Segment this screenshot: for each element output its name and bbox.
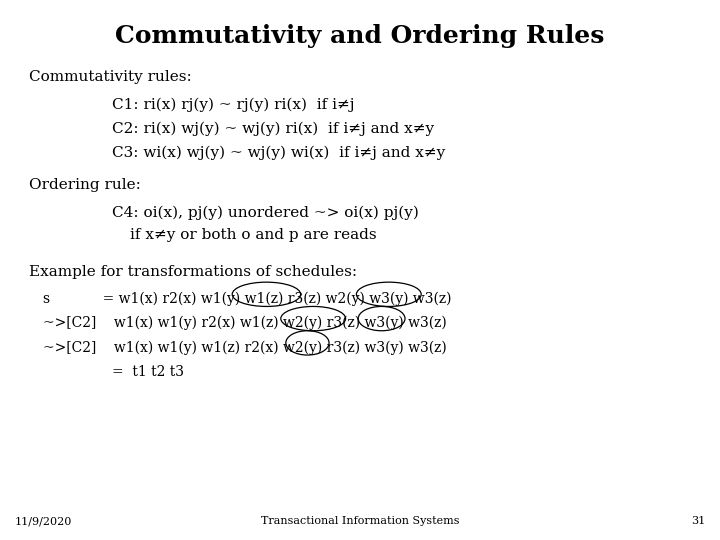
Text: s            = w1(x) r2(x) w1(y) w1(z) r3(z) w2(y) w3(y) w3(z): s = w1(x) r2(x) w1(y) w1(z) r3(z) w2(y) … [43, 292, 451, 306]
Text: =  t1 t2 t3: = t1 t2 t3 [112, 364, 184, 379]
Text: 31: 31 [691, 516, 706, 526]
Text: Commutativity and Ordering Rules: Commutativity and Ordering Rules [115, 24, 605, 48]
Text: ~>[C2]    w1(x) w1(y) r2(x) w1(z) w2(y) r3(z) w3(y) w3(z): ~>[C2] w1(x) w1(y) r2(x) w1(z) w2(y) r3(… [43, 316, 447, 330]
Text: Transactional Information Systems: Transactional Information Systems [261, 516, 459, 526]
Text: C4: oi(x), pj(y) unordered ~> oi(x) pj(y): C4: oi(x), pj(y) unordered ~> oi(x) pj(y… [112, 205, 418, 220]
Text: C2: ri(x) wj(y) ~ wj(y) ri(x)  if i≠j and x≠y: C2: ri(x) wj(y) ~ wj(y) ri(x) if i≠j and… [112, 122, 433, 136]
Text: C3: wi(x) wj(y) ~ wj(y) wi(x)  if i≠j and x≠y: C3: wi(x) wj(y) ~ wj(y) wi(x) if i≠j and… [112, 146, 445, 160]
Text: Commutativity rules:: Commutativity rules: [29, 70, 192, 84]
Text: C1: ri(x) rj(y) ~ rj(y) ri(x)  if i≠j: C1: ri(x) rj(y) ~ rj(y) ri(x) if i≠j [112, 97, 354, 112]
Text: Example for transformations of schedules:: Example for transformations of schedules… [29, 265, 357, 279]
Text: if x≠y or both o and p are reads: if x≠y or both o and p are reads [130, 228, 377, 242]
Text: ~>[C2]    w1(x) w1(y) w1(z) r2(x) w2(y) r3(z) w3(y) w3(z): ~>[C2] w1(x) w1(y) w1(z) r2(x) w2(y) r3(… [43, 340, 447, 355]
Text: 11/9/2020: 11/9/2020 [14, 516, 72, 526]
Text: Ordering rule:: Ordering rule: [29, 178, 140, 192]
